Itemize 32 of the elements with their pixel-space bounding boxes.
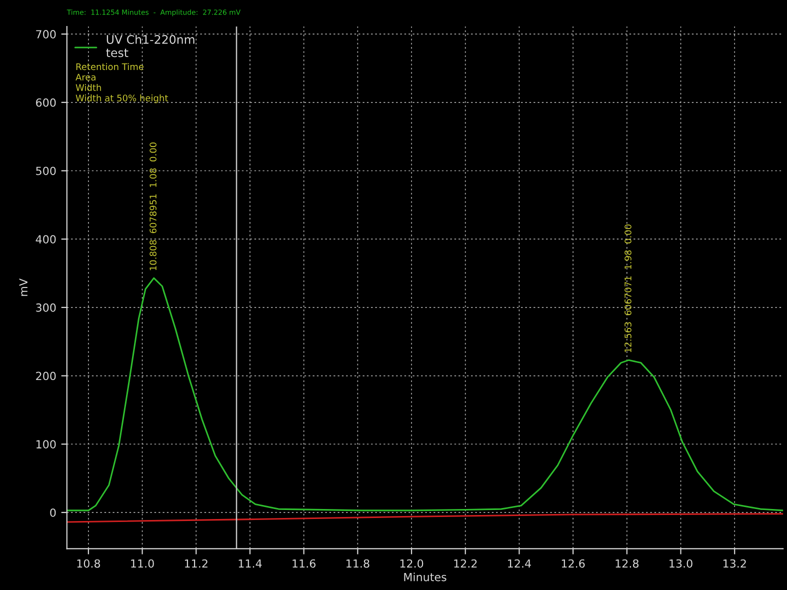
- line-series: [66, 277, 784, 512]
- y-axis-title: mV: [19, 278, 28, 296]
- annotation: Retention Time: [76, 63, 144, 70]
- x-tick-label: 12.4: [508, 559, 531, 568]
- y-tick-label: 500: [36, 166, 56, 176]
- annotation: Area: [76, 74, 96, 81]
- x-tick-label: 11.8: [346, 559, 370, 568]
- x-tick-label: 12.8: [616, 559, 639, 568]
- y-tick-label: 600: [36, 98, 56, 107]
- legend-label: UV Ch1-220nm test: [106, 34, 194, 58]
- y-tick-label: 300: [36, 303, 56, 312]
- x-tick-label: 12.0: [400, 559, 424, 568]
- x-tick-label: 11.6: [292, 559, 316, 568]
- y-tick-label: 0: [50, 508, 56, 517]
- y-tick-label: 700: [36, 30, 56, 38]
- y-tick-label: 200: [36, 372, 56, 380]
- y-tick-label: 400: [36, 235, 56, 244]
- annotation: Width: [76, 84, 101, 91]
- annotation: 12.563 6067071 1.98 0.00: [624, 224, 632, 352]
- x-axis-title: Minutes: [404, 572, 446, 582]
- x-tick-label: 12.2: [454, 559, 477, 568]
- x-tick-label: 10.8: [77, 559, 100, 568]
- x-tick-label: 13.0: [670, 559, 692, 568]
- x-tick-label: 11.4: [238, 559, 262, 568]
- line-series: [66, 513, 784, 523]
- x-tick-label: 12.6: [562, 559, 585, 568]
- x-tick-label: 11.0: [131, 559, 154, 568]
- annotation: Width at 50% height: [76, 94, 168, 104]
- x-tick-label: 11.2: [184, 559, 208, 568]
- annotation: 10.808 6078951 1.08 0.00: [150, 142, 156, 270]
- x-tick-label: 13.2: [723, 559, 746, 568]
- y-tick-label: 100: [36, 440, 56, 449]
